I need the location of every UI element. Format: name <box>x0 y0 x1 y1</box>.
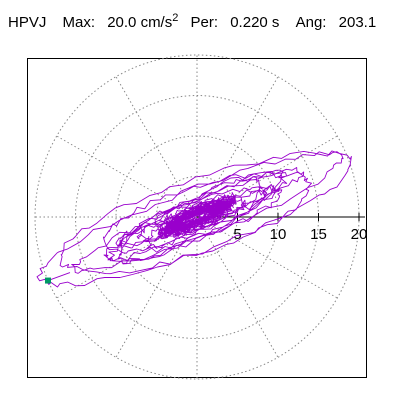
tick-label-20: 20 <box>351 226 368 243</box>
tick-label-15: 15 <box>310 226 327 243</box>
grid-spoke-210 <box>56 216 198 299</box>
plot-header: HPVJ Max: 20.0 cm/s2 Per: 0.220 s Ang: 2… <box>8 12 376 36</box>
grid-spoke-240 <box>115 216 198 358</box>
grid-spoke-150 <box>56 135 198 218</box>
tick-label-10: 10 <box>270 226 287 243</box>
orbit-trace <box>36 150 352 288</box>
max-value-text: 20.0 cm/s <box>107 14 173 31</box>
max-exponent: 2 <box>172 12 179 24</box>
max-value: 20.0 cm/s2 <box>107 12 178 31</box>
grid-spoke-60 <box>196 76 279 218</box>
peak-lead-line <box>47 272 71 282</box>
period-value: 0.220 s <box>230 14 280 31</box>
angle-label: Ang: <box>295 14 327 31</box>
tick-label-5: 5 <box>233 226 241 243</box>
radial-axis: 5 10 15 20 <box>197 213 367 243</box>
grid-spoke-300 <box>196 216 279 358</box>
angle-value: 203.1 <box>338 14 377 31</box>
station-code: HPVJ <box>8 14 47 31</box>
orbit-series <box>36 150 352 288</box>
peak-marker <box>44 277 51 284</box>
grid-spoke-120 <box>115 76 198 218</box>
period-label: Per: <box>190 14 219 31</box>
grid-spoke-330 <box>196 216 338 299</box>
max-label: Max: <box>62 14 96 31</box>
